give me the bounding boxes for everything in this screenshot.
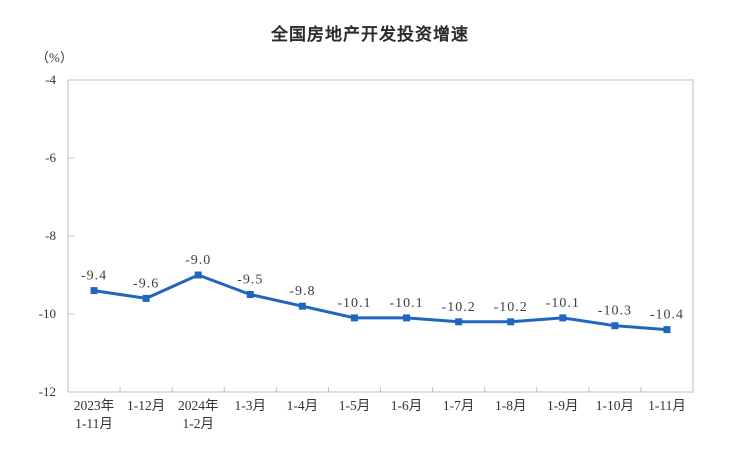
- x-axis-label: 1-5月: [339, 398, 371, 413]
- data-label: -10.1: [337, 296, 371, 311]
- x-axis-label: 1-6月: [391, 398, 423, 413]
- data-point-marker: [90, 287, 98, 295]
- data-label: -10.2: [494, 300, 528, 315]
- data-label: -9.5: [237, 273, 263, 288]
- x-axis-label: 1-4月: [287, 398, 319, 413]
- data-point-marker: [298, 302, 306, 310]
- data-label: -9.8: [289, 284, 315, 299]
- x-axis-label: 1-11月: [648, 398, 686, 413]
- y-axis-label: -8: [45, 228, 56, 243]
- x-axis-label: 1-10月: [596, 398, 634, 413]
- line-series: [93, 273, 668, 332]
- x-axis-label: 1-2月: [182, 416, 214, 431]
- data-point-marker: [611, 322, 619, 330]
- data-label: -10.2: [442, 300, 476, 315]
- chart-title: 全国房地产开发投资增速: [271, 25, 469, 44]
- x-axis-label: 1-9月: [547, 398, 579, 413]
- y-axis-label: -12: [39, 384, 56, 399]
- data-label: -9.0: [185, 253, 211, 268]
- data-point-marker: [559, 314, 567, 322]
- data-label: -9.6: [133, 276, 159, 291]
- data-point-marker: [194, 271, 202, 279]
- y-axis-label: -4: [45, 72, 56, 87]
- x-axis-label: 1-3月: [235, 398, 267, 413]
- x-axis-label: 2023年: [74, 398, 115, 413]
- data-point-marker: [663, 326, 671, 334]
- data-label: -10.4: [650, 308, 684, 323]
- data-label: -10.3: [598, 304, 632, 319]
- data-point-marker: [507, 318, 515, 326]
- data-label: -9.4: [81, 269, 107, 284]
- data-point-marker: [350, 314, 358, 322]
- data-point-marker: [142, 294, 150, 302]
- unit-label: （%）: [36, 50, 73, 65]
- x-axis-label: 2024年: [178, 398, 219, 413]
- x-axis-label: 1-11月: [75, 416, 113, 431]
- data-point-marker: [246, 291, 254, 298]
- data-label: -10.1: [389, 296, 423, 311]
- data-point-marker: [403, 314, 411, 322]
- data-point-marker: [455, 318, 463, 326]
- y-axis-label: -6: [45, 150, 56, 165]
- data-label: -10.1: [546, 296, 580, 311]
- x-axis-label: 1-8月: [495, 398, 527, 413]
- x-axis-label: 1-7月: [443, 398, 475, 413]
- x-axis-label: 1-12月: [127, 398, 165, 413]
- y-axis-label: -10: [39, 306, 56, 321]
- plot-border: [67, 79, 694, 393]
